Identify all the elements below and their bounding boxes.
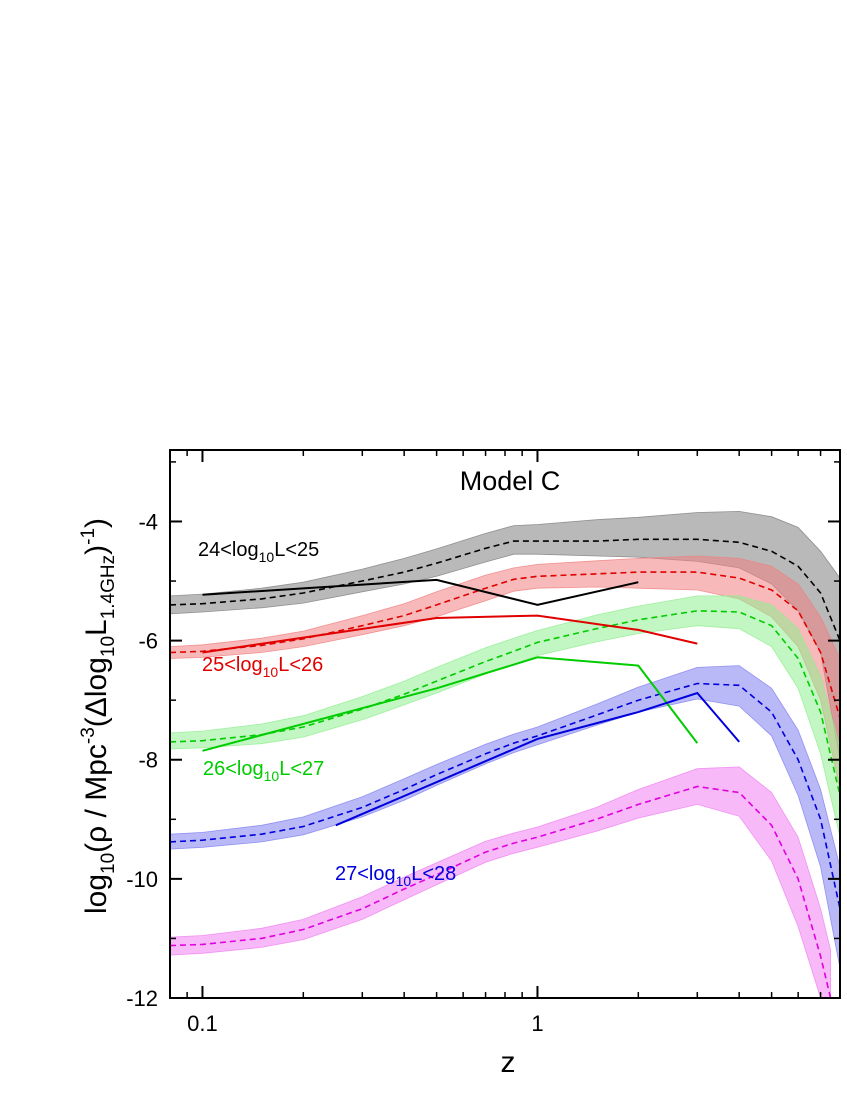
model-median-2 (170, 571, 840, 719)
observed-lines (202, 578, 740, 827)
observed-line-3 (202, 656, 699, 752)
model-band-3 (170, 595, 840, 838)
model-median-1 (170, 538, 840, 641)
model-medians (170, 538, 840, 998)
model-bands (170, 510, 840, 998)
x-tick-label: 1 (531, 1011, 543, 1036)
chart-title: Model C (460, 466, 561, 496)
series-labels: 24<log10L<25 25<log10L<26 26<log10L<27 27<l… (198, 539, 456, 889)
y-tick-label: -12 (126, 986, 158, 1011)
model-median-3 (170, 609, 840, 796)
model-band-2 (170, 555, 840, 790)
y-tick-label: -4 (138, 509, 158, 534)
axis-ticks: 0.1 1 -4 -6 -8 -10 -12 (126, 450, 840, 1036)
model-band-1 (170, 510, 840, 760)
series-label-3: 26<log10L<27 (203, 758, 324, 784)
model-median-5 (170, 785, 832, 998)
model-band-5 (170, 766, 831, 998)
y-tick-label: -8 (138, 748, 158, 773)
model-band-4 (170, 665, 840, 969)
series-label-4: 27<log10L<28 (335, 863, 456, 889)
x-axis-title: z (501, 1046, 516, 1079)
observed-line-1 (202, 578, 639, 606)
observed-line-4 (335, 691, 740, 827)
y-axis-title: log10(ρ / Mpc-3(Δlog10L1.4GHz)-1) (78, 518, 119, 914)
model-median-4 (170, 682, 840, 909)
x-tick-label: 0.1 (187, 1011, 218, 1036)
observed-line-2 (202, 614, 698, 654)
series-label-1: 24<log10L<25 (198, 539, 319, 565)
y-tick-label: -10 (126, 867, 158, 892)
y-tick-label: -6 (138, 629, 158, 654)
series-label-2: 25<log10L<26 (202, 654, 323, 680)
